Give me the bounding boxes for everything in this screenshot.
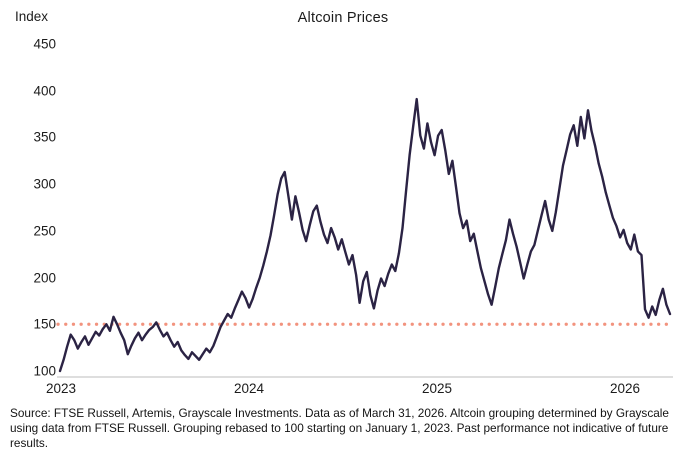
altcoin-price-line [58,97,672,373]
y-tick-label-450: 450 [33,36,56,52]
y-tick-label-200: 200 [33,270,56,286]
x-tick-label-2025: 2025 [421,381,453,396]
y-tick-label-400: 400 [33,83,56,99]
source-footnote: Source: FTSE Russell, Artemis, Grayscale… [10,406,669,451]
y-tick-label-350: 350 [33,129,56,145]
y-tick-label-300: 300 [33,176,56,192]
chart-title: Altcoin Prices [297,10,389,26]
x-tick-label-2023: 2023 [45,381,77,396]
y-tick-label-100: 100 [33,363,56,379]
x-tick-label-2024: 2024 [233,381,265,396]
y-tick-label-250: 250 [33,223,56,239]
x-tick-label-2026: 2026 [609,381,641,396]
y-axis-title: Index [15,9,49,24]
y-tick-label-150: 150 [33,316,56,332]
